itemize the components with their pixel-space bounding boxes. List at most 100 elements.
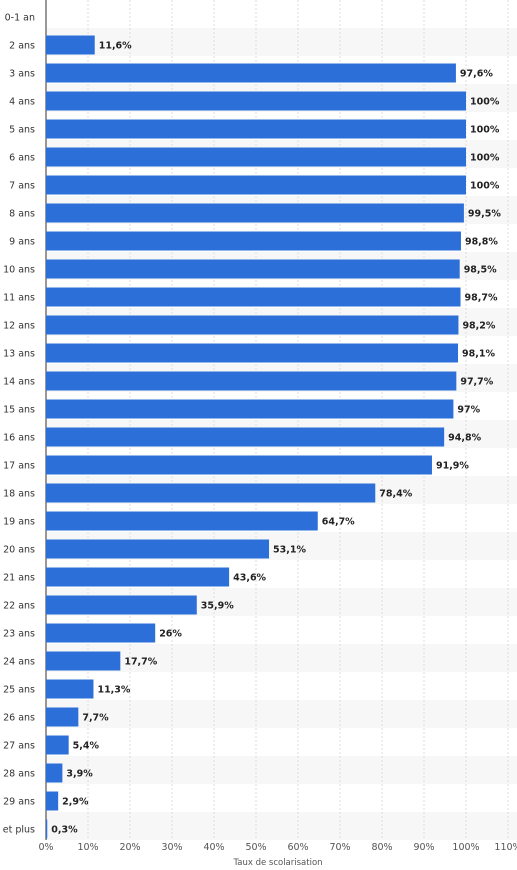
category-label: 19 ans: [3, 517, 35, 528]
category-label: 15 ans: [3, 405, 35, 416]
x-tick-label: 80%: [371, 842, 392, 853]
value-label: 11,3%: [97, 685, 130, 696]
x-tick-label: 70%: [329, 842, 350, 853]
bar: [46, 623, 156, 643]
value-label: 100%: [470, 153, 500, 164]
gridlines: [45, 0, 509, 840]
bar: [46, 427, 445, 447]
category-label: 14 ans: [3, 377, 35, 388]
category-label: 27 ans: [3, 741, 35, 752]
category-label: 9 ans: [9, 237, 35, 248]
bar: [46, 651, 121, 671]
category-label: 6 ans: [9, 153, 35, 164]
value-label: 98,2%: [462, 321, 495, 332]
bar: [46, 63, 456, 83]
bar: [46, 595, 197, 615]
bar: [46, 511, 318, 531]
category-label: 8 ans: [9, 209, 35, 220]
value-label: 99,5%: [468, 209, 501, 220]
x-tick-label: 50%: [245, 842, 266, 853]
value-label: 7,7%: [82, 713, 109, 724]
value-label: 43,6%: [233, 573, 266, 584]
value-label: 98,7%: [465, 293, 498, 304]
value-label: 97,7%: [460, 377, 493, 388]
value-label: 100%: [470, 181, 500, 192]
bar: [46, 175, 466, 195]
category-label: 10 ans: [3, 265, 35, 276]
row-band: [46, 700, 517, 728]
bar: [46, 679, 94, 699]
x-tick-labels: 0% 10% 20% 30% 40% 50% 60% 70% 80% 90% 100% 110%: [38, 842, 517, 853]
value-label: 5,4%: [73, 741, 100, 752]
x-tick-label: 30%: [161, 842, 182, 853]
bar: [46, 231, 461, 251]
category-label: 20 ans: [3, 545, 35, 556]
bar: [46, 455, 432, 475]
x-tick-label: 110%: [494, 842, 517, 853]
category-label: 17 ans: [3, 461, 35, 472]
category-label: 21 ans: [3, 573, 35, 584]
category-label: 22 ans: [3, 601, 35, 612]
category-label: 18 ans: [3, 489, 35, 500]
value-label: 35,9%: [201, 601, 234, 612]
value-label: 11,6%: [99, 41, 132, 52]
category-label: 24 ans: [3, 657, 35, 668]
category-label: 5 ans: [9, 125, 35, 136]
category-label: 25 ans: [3, 685, 35, 696]
category-label: 12 ans: [3, 321, 35, 332]
bar: [46, 483, 376, 503]
x-tick-label: 40%: [203, 842, 224, 853]
bar: [46, 567, 230, 587]
category-label: 2 ans: [9, 41, 35, 52]
value-label: 97%: [457, 405, 480, 416]
value-label: 100%: [470, 125, 500, 136]
bar: [46, 371, 457, 391]
category-label: 26 ans: [3, 713, 35, 724]
bar: [46, 259, 460, 279]
bar: [46, 763, 63, 783]
category-label: 13 ans: [3, 349, 35, 360]
value-label: 94,8%: [448, 433, 481, 444]
value-label: 98,1%: [462, 349, 495, 360]
bar: [46, 287, 461, 307]
x-tick-label: 10%: [77, 842, 98, 853]
value-label: 17,7%: [124, 657, 157, 668]
bar: [46, 707, 79, 727]
value-label: 53,1%: [273, 545, 306, 556]
value-label: 98,8%: [465, 237, 498, 248]
bar: [46, 735, 69, 755]
category-label: 7 ans: [9, 181, 35, 192]
value-label: 0,3%: [51, 825, 78, 836]
bars: [46, 35, 466, 839]
row-band: [46, 812, 517, 840]
category-label: 30 et plus: [0, 825, 35, 836]
bar: [46, 315, 459, 335]
bar: [46, 819, 48, 839]
value-label: 3,9%: [66, 769, 93, 780]
bar: [46, 147, 466, 167]
row-band: [46, 28, 517, 56]
category-label: 3 ans: [9, 69, 35, 80]
category-label: 28 ans: [3, 769, 35, 780]
bar: [46, 343, 459, 363]
bar: [46, 791, 59, 811]
bar: [46, 91, 466, 111]
category-label: 16 ans: [3, 433, 35, 444]
x-tick-label: 20%: [119, 842, 140, 853]
bar: [46, 539, 270, 559]
category-label: 29 ans: [3, 797, 35, 808]
value-label: 64,7%: [322, 517, 355, 528]
row-band: [46, 644, 517, 672]
value-label: 2,9%: [62, 797, 89, 808]
bar: [46, 399, 454, 419]
value-label: 91,9%: [436, 461, 469, 472]
category-label: 0-1 an: [5, 13, 35, 24]
category-label: 11 ans: [3, 293, 35, 304]
category-label: 23 ans: [3, 629, 35, 640]
x-tick-label: 0%: [38, 842, 53, 853]
category-label: 4 ans: [9, 97, 35, 108]
value-labels: 11,6% 97,6% 100% 100% 100% 100% 99,5% 98,8% 98,5…: [51, 41, 501, 836]
value-label: 78,4%: [379, 489, 412, 500]
value-label: 97,6%: [460, 69, 493, 80]
